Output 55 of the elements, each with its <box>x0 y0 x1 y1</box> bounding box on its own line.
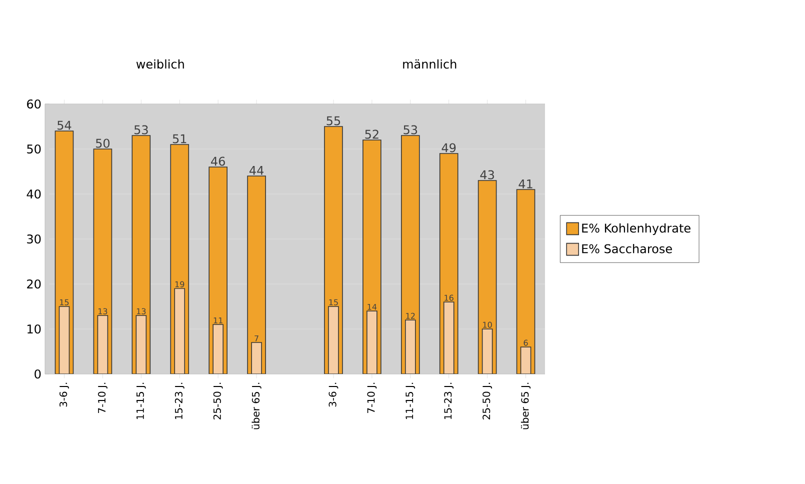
x-tick-label: 11-15 J. <box>406 382 416 420</box>
data-label: 15 <box>60 299 69 306</box>
y-tick-label: 40 <box>26 189 41 199</box>
x-tick-label: 25-50 J. <box>482 382 492 420</box>
data-label: 10 <box>483 322 492 328</box>
x-tick-label: 7-10 J. <box>367 382 377 413</box>
data-label: 11 <box>214 317 222 324</box>
bar <box>520 346 532 374</box>
bar <box>482 328 493 374</box>
data-label: 53 <box>134 125 148 134</box>
x-tick-label: 15-23 J. <box>444 382 454 420</box>
data-label: 53 <box>404 125 418 134</box>
data-label: 49 <box>442 143 456 152</box>
data-label: 50 <box>96 138 110 148</box>
data-label: 6 <box>524 340 528 346</box>
x-tick-label: 3-6 J. <box>328 382 338 407</box>
y-tick-label: 20 <box>27 279 41 289</box>
text: weiblich <box>136 59 184 69</box>
data-label: 43 <box>480 170 494 180</box>
data-label: 41 <box>518 180 532 188</box>
x-tick-label: über 65 J. <box>520 382 531 430</box>
bar <box>443 302 454 374</box>
data-label: 16 <box>444 294 454 301</box>
data-label: 19 <box>175 281 184 288</box>
bar <box>516 189 536 374</box>
y-tick-label: 60 <box>27 99 41 109</box>
bar <box>247 176 266 374</box>
x-tick-label: über 65 J. <box>252 382 262 430</box>
legend-label: E% Saccharose <box>582 244 672 254</box>
data-label: 15 <box>329 299 338 306</box>
x-tick-label: 25-50 J. <box>213 382 223 420</box>
data-label: 52 <box>365 130 378 139</box>
data-label: 51 <box>172 134 186 144</box>
x-tick-label: 15-23 J. <box>174 382 184 420</box>
y-tick-label: 0 <box>34 369 41 379</box>
data-label: 13 <box>136 308 146 314</box>
x-tick-label: 7-10 J. <box>98 382 108 413</box>
data-label: 55 <box>326 116 340 126</box>
data-label: 46 <box>211 156 225 166</box>
y-tick-label: 50 <box>27 144 41 154</box>
x-tick-label: 11-15 J. <box>136 382 146 420</box>
bar <box>136 315 147 374</box>
data-label: 12 <box>406 312 415 319</box>
data-label: 14 <box>368 304 377 310</box>
data-label: 7 <box>254 335 258 342</box>
legend-label: E% Kohlenhydrate <box>582 223 690 235</box>
data-label: 44 <box>249 166 264 175</box>
y-tick-label: 10 <box>28 324 41 334</box>
data-label: 54 <box>58 120 72 130</box>
data-label: 13 <box>98 308 108 314</box>
y-tick-label: 30 <box>27 234 41 244</box>
text: männlich <box>403 59 456 69</box>
bar <box>58 306 70 374</box>
bar <box>97 315 108 374</box>
x-tick-label: 3-6 J. <box>60 382 69 407</box>
